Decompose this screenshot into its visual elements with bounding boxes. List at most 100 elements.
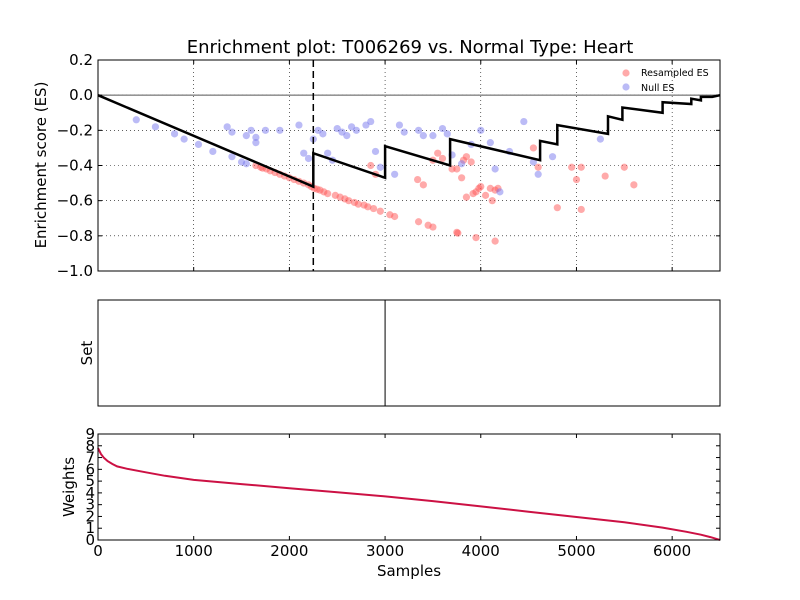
null-es-point: [367, 117, 375, 126]
resampled-es-point: [630, 181, 638, 189]
legend: Resampled ES Null ES: [622, 68, 709, 94]
es-y-tick-label: −0.2: [57, 121, 93, 139]
null-es-point: [534, 170, 542, 178]
null-es-point: [247, 126, 255, 134]
null-es-point: [548, 153, 557, 161]
resampled-es-point: [419, 181, 427, 189]
resampled-es-point: [534, 163, 542, 171]
null-es-point: [596, 135, 604, 143]
weights-y-tick-label: 0: [85, 531, 95, 549]
null-es-point: [496, 188, 504, 196]
weights-y-tick-label: 3: [85, 496, 95, 514]
resampled-es-point: [568, 163, 576, 171]
resampled-es-point: [369, 204, 378, 213]
resampled-es-point: [454, 229, 462, 237]
weights-y-tick-label: 2: [85, 507, 95, 525]
null-es-point: [209, 147, 217, 156]
null-es-point: [458, 160, 466, 168]
null-es-point: [371, 147, 380, 156]
weights-x-tick-label: 0: [93, 542, 103, 560]
es-panel-frame: [97, 59, 721, 272]
legend-marker-null: [622, 83, 630, 91]
es-y-tick-label: 0.0: [69, 86, 93, 104]
null-es-point: [132, 116, 140, 124]
es-y-axis-label: Enrichment score (ES): [32, 82, 50, 249]
weights-panel-frame: [97, 433, 721, 541]
null-es-point: [414, 126, 423, 134]
legend-marker-resampled: [622, 69, 630, 77]
resampled-es-point: [429, 223, 437, 231]
resampled-es-point: [453, 165, 461, 173]
null-es-point: [324, 149, 332, 157]
resampled-es-point: [481, 191, 490, 199]
null-es-point: [170, 130, 179, 138]
null-es-point: [252, 133, 260, 141]
resampled-es-point: [462, 193, 471, 201]
set-y-axis-label: Set: [78, 341, 96, 366]
null-es-point: [242, 160, 250, 168]
null-es-point: [295, 121, 303, 129]
legend-label-null: Null ES: [641, 83, 674, 94]
null-es-point: [352, 126, 360, 134]
null-es-point: [300, 149, 308, 157]
null-es-point: [151, 123, 160, 131]
es-curve: [97, 93, 721, 189]
resampled-es-point: [376, 207, 384, 215]
resampled-es-point: [577, 163, 585, 171]
set-panel-frame: [97, 299, 721, 407]
set-panel: Set: [78, 299, 721, 407]
weights-y-tick-label: 8: [85, 437, 95, 455]
null-es-point: [194, 140, 203, 148]
resampled-es-point: [324, 190, 332, 198]
weights-x-tick-label: 1000: [175, 542, 213, 560]
weights-y-tick-label: 5: [85, 472, 95, 490]
resampled-es-point: [472, 233, 480, 242]
weights-y-tick-label: 4: [85, 484, 95, 502]
resampled-es-point: [577, 205, 585, 214]
null-es-point: [304, 154, 313, 163]
null-es-point: [242, 132, 250, 140]
null-es-point: [391, 170, 399, 178]
null-es-point: [228, 128, 236, 136]
resampled-es-point: [354, 200, 362, 208]
null-es-point: [223, 123, 231, 131]
weights-curve: [97, 447, 721, 541]
null-es-point: [443, 130, 451, 138]
resampled-es-point: [414, 175, 422, 184]
resampled-es-point: [345, 197, 353, 205]
null-es-point: [400, 128, 408, 136]
weights-x-tick-label: 3000: [366, 542, 404, 560]
weights-x-tick-label: 5000: [557, 542, 595, 560]
resampled-es-point: [391, 212, 399, 221]
chart-title: Enrichment plot: T006269 vs. Normal Type…: [187, 37, 634, 58]
samples-x-axis-label: Samples: [377, 562, 441, 580]
resampled-es-point: [553, 204, 561, 212]
null-es-point: [376, 163, 384, 171]
resampled-es-point: [620, 163, 628, 171]
resampled-es-point: [364, 203, 372, 211]
null-es-point: [491, 165, 499, 173]
resampled-es-point: [458, 174, 466, 182]
null-es-point: [520, 117, 528, 126]
weights-y-tick-label: 9: [85, 425, 95, 443]
null-es-point: [276, 126, 284, 134]
es-y-tick-label: −0.4: [57, 157, 93, 175]
null-es-point: [477, 126, 485, 134]
resampled-es-point: [529, 144, 538, 152]
legend-label-resampled: Resampled ES: [641, 68, 709, 79]
es-y-tick-label: 0.2: [69, 51, 93, 69]
resampled-es-point: [434, 149, 442, 157]
null-es-point: [228, 153, 236, 161]
null-es-point: [419, 132, 427, 140]
resampled-es-point: [601, 172, 609, 180]
resampled-es-point: [467, 158, 475, 166]
weights-y-tick-label: 1: [85, 519, 95, 537]
null-es-point: [252, 139, 260, 147]
resampled-es-point: [572, 175, 581, 184]
weights-x-tick-label: 4000: [462, 542, 500, 560]
null-es-point: [429, 132, 437, 140]
null-es-point: [180, 135, 188, 143]
